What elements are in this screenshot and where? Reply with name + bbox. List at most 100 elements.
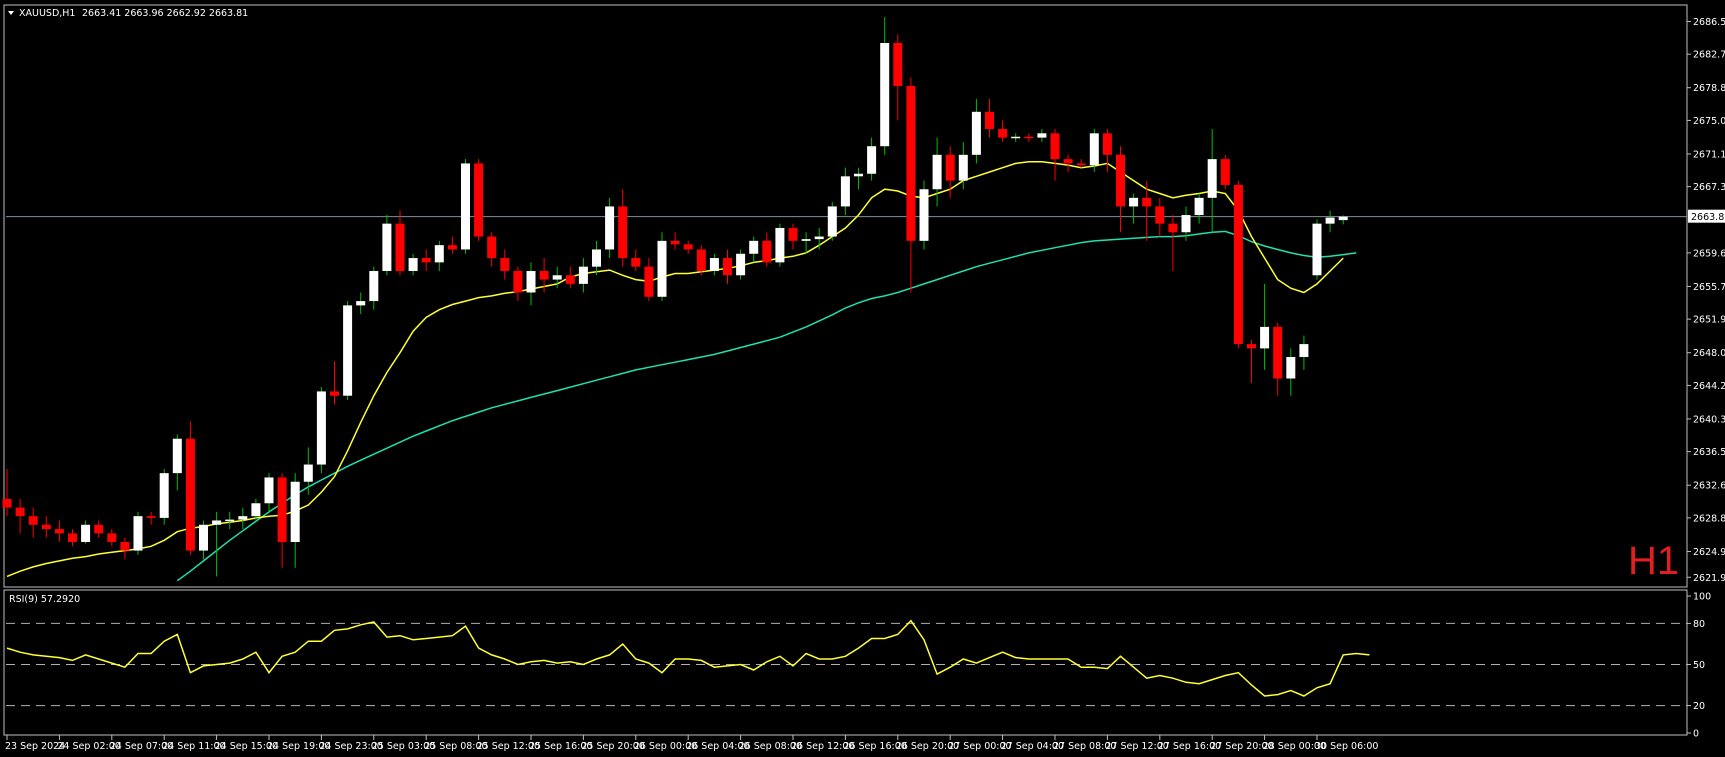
candle <box>1233 180 1243 349</box>
bull-candle-body <box>1207 159 1217 198</box>
candle <box>552 266 562 289</box>
bull-candle-body <box>159 473 169 518</box>
bull-candle-body <box>919 189 929 241</box>
candle <box>120 537 130 560</box>
candle <box>421 249 431 271</box>
candle <box>133 511 143 555</box>
rsi-tick-label: 80 <box>1693 619 1705 630</box>
symbol-label: XAUUSD,H1 <box>19 8 75 19</box>
candle <box>631 249 641 271</box>
bull-candle-body <box>1037 133 1047 138</box>
bull-candle-body <box>578 266 588 284</box>
bear-candle-body <box>723 258 732 276</box>
candle <box>513 266 523 302</box>
bear-candle-body <box>513 270 523 293</box>
price-tick-label: 2624.90 <box>1693 547 1725 558</box>
bull-candle-body <box>238 516 248 520</box>
candle <box>919 180 929 250</box>
bull-candle-body <box>251 503 261 517</box>
candle <box>212 511 222 577</box>
time-tick-label: 26 Sep 16:00 <box>843 741 906 752</box>
bull-candle-body <box>133 516 143 551</box>
bull-candle-body <box>1312 223 1322 276</box>
bear-candle-body <box>539 270 549 280</box>
bear-candle-body <box>1220 159 1230 185</box>
price-tick-label: 2667.30 <box>1693 182 1725 193</box>
time-tick-label: 27 Sep 00:00 <box>948 741 1011 752</box>
candle <box>1129 193 1139 224</box>
candle <box>2 468 12 517</box>
bear-candle-body <box>447 245 457 250</box>
bull-candle-body <box>814 236 824 240</box>
bear-candle-body <box>670 240 680 245</box>
candle <box>945 146 955 198</box>
candle <box>1181 206 1191 241</box>
bull-candle-body <box>316 391 326 465</box>
bear-candle-body <box>487 236 497 259</box>
bear-candle-body <box>906 85 916 241</box>
bull-candle-body <box>290 481 300 542</box>
bull-candle-body <box>932 154 942 190</box>
bull-candle-body <box>801 239 811 241</box>
candle <box>1312 219 1322 280</box>
candle <box>592 240 601 276</box>
time-tick-label: 26 Sep 00:00 <box>634 741 697 752</box>
bull-candle-body <box>264 477 274 504</box>
candlesticks <box>2 17 1348 577</box>
candle <box>985 98 994 138</box>
rsi-line <box>6 619 1370 697</box>
candle <box>487 232 497 267</box>
candle <box>683 240 693 254</box>
candle <box>81 520 91 544</box>
bull-candle-body <box>1299 344 1309 358</box>
candle <box>775 223 785 267</box>
time-tick-label: 25 Sep 16:00 <box>529 741 592 752</box>
candle <box>369 266 379 310</box>
time-tick-label: 27 Sep 16:00 <box>1158 741 1221 752</box>
bear-candle-body <box>500 258 510 271</box>
candle <box>146 511 156 525</box>
candle <box>15 498 25 534</box>
time-tick-label: 25 Sep 08:00 <box>424 741 487 752</box>
bear-candle-body <box>94 524 104 534</box>
candle <box>696 245 706 276</box>
bear-candle-body <box>146 516 156 518</box>
bear-candle-body <box>1247 344 1256 349</box>
symbol-dropdown-triangle-icon[interactable] <box>8 11 14 15</box>
candle <box>316 387 326 474</box>
rsi-header-label: RSI(9) 57.2920 <box>9 594 80 605</box>
bull-candle-body <box>343 305 353 396</box>
bear-candle-body <box>1024 136 1034 139</box>
bear-candle-body <box>1116 154 1125 207</box>
current-price-label: 2663.81 <box>1691 212 1725 223</box>
candle <box>893 34 903 121</box>
time-tick-label: 24 Sep 11:00 <box>162 741 225 752</box>
candle <box>159 468 169 525</box>
bull-candle-body <box>408 258 418 271</box>
bear-candle-body <box>945 154 955 181</box>
bear-candle-body <box>683 244 693 250</box>
time-tick-label: 30 Sep 06:00 <box>1315 741 1378 752</box>
bull-candle-body <box>709 258 719 271</box>
bull-candle-body <box>605 206 615 250</box>
bear-candle-body <box>1102 133 1112 155</box>
candle <box>958 141 968 190</box>
candle <box>408 253 418 276</box>
bear-candle-body <box>1063 159 1073 164</box>
bull-candle-body <box>736 253 746 276</box>
bear-candle-body <box>41 524 51 530</box>
bear-candle-body <box>1142 197 1152 207</box>
candle <box>172 434 182 491</box>
candle <box>94 520 104 538</box>
bear-candle-body <box>421 258 431 263</box>
price-tick-label: 2640.30 <box>1693 414 1725 425</box>
bull-candle-body <box>840 176 850 207</box>
bear-candle-body <box>395 223 405 271</box>
candle <box>605 197 615 259</box>
bull-candle-body <box>369 270 379 302</box>
candle <box>526 262 536 306</box>
candle <box>1299 335 1309 370</box>
candle <box>932 137 942 207</box>
